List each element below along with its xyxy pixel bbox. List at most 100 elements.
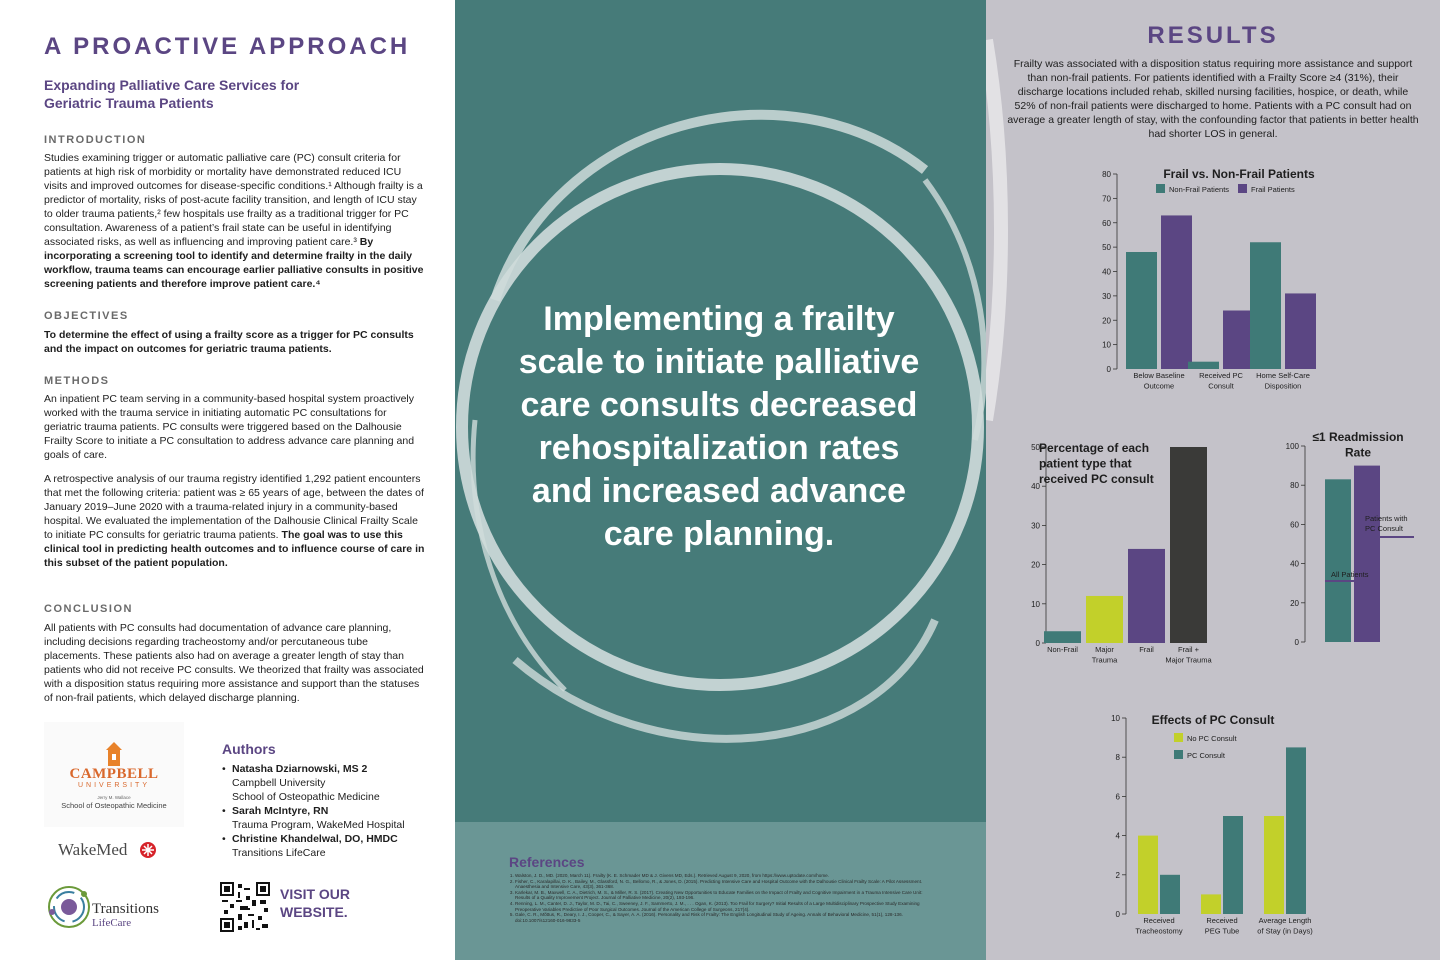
x-tick-label: Trauma	[1092, 656, 1118, 665]
visit-website-link[interactable]: VISIT OUR WEBSITE.	[280, 886, 351, 920]
y-tick-label: 60	[1102, 219, 1111, 228]
y-tick-label: 10	[1111, 714, 1120, 723]
x-tick-label: Outcome	[1144, 382, 1174, 391]
bar-label: Patients with	[1365, 514, 1408, 523]
transitions-lifecare-logo: Transitions LifeCare	[44, 882, 174, 932]
objectives-heading: OBJECTIVES	[44, 310, 129, 322]
reference-item: Fisher, C., Karalapillai, D. K., Bailey,…	[515, 879, 935, 890]
reference-item: Gale, C. R., Mõttus, R., Deary, I. J., C…	[515, 912, 935, 923]
bar	[1188, 361, 1219, 369]
headline-text: Implementing a frailty scale to initiate…	[518, 300, 920, 553]
authors-heading: Authors	[222, 741, 276, 757]
y-tick-label: 60	[1290, 520, 1299, 529]
y-tick-label: 30	[1102, 292, 1111, 301]
bar	[1264, 816, 1284, 914]
y-tick-label: 50	[1031, 443, 1040, 452]
bar	[1044, 631, 1081, 643]
y-tick-label: 20	[1102, 316, 1111, 325]
y-tick-label: 4	[1116, 832, 1121, 841]
references-heading: References	[509, 854, 585, 870]
wakemed-star-icon	[140, 842, 156, 858]
bar	[1086, 595, 1123, 643]
x-tick-label: Major	[1095, 645, 1114, 654]
references-list: Walston, J. D., MD. (2020, March 11). Fr…	[507, 873, 935, 923]
legend-label: No PC Consult	[1187, 734, 1238, 743]
y-tick-label: 50	[1102, 243, 1111, 252]
results-heading: RESULTS	[1147, 22, 1279, 49]
bar-label: All Patients	[1331, 570, 1369, 579]
bar	[1128, 548, 1165, 643]
campbell-jerry: Jerry M. Wallace	[97, 795, 131, 800]
y-tick-label: 40	[1102, 268, 1111, 277]
legend-swatch	[1174, 750, 1183, 759]
poster-subtitle: Expanding Palliative Care Services for G…	[44, 77, 300, 111]
methods-text-2: A retrospective analysis of our trauma r…	[44, 473, 425, 569]
transitions-text: Transitions	[92, 901, 159, 917]
chart-title: Percentage of each	[1039, 441, 1149, 455]
author-entry: • Christine Khandelwal, DO, HMDC Transiti…	[222, 833, 398, 859]
campbell-university-logo: CAMPBELL UNIVERSITY Jerry M. Wallace Sch…	[44, 722, 184, 827]
legend-swatch	[1238, 184, 1247, 193]
reference-item: Walston, J. D., MD. (2020, March 11). Fr…	[515, 873, 935, 879]
bar	[1223, 310, 1254, 369]
legend-swatch	[1156, 184, 1165, 193]
introduction-text: Studies examining trigger or automatic p…	[44, 152, 424, 290]
x-tick-label: Tracheostomy	[1135, 927, 1182, 936]
y-tick-label: 0	[1036, 639, 1041, 648]
x-tick-label: Consult	[1208, 382, 1234, 391]
y-tick-label: 0	[1107, 365, 1112, 374]
chart-title: patient type that	[1039, 457, 1132, 471]
x-tick-label: Home Self-Care	[1256, 371, 1310, 380]
x-tick-label: Non-Frail	[1047, 645, 1078, 654]
bar	[1325, 479, 1351, 642]
y-tick-label: 10	[1031, 600, 1040, 609]
bar-label: PC Consult	[1365, 524, 1404, 533]
y-tick-label: 8	[1116, 753, 1121, 762]
legend-label: Frail Patients	[1251, 185, 1295, 194]
bar	[1285, 293, 1316, 369]
qr-code-icon[interactable]	[220, 882, 270, 932]
bar	[1126, 252, 1157, 369]
conclusion-text: All patients with PC consults had docume…	[44, 622, 424, 704]
bar	[1354, 465, 1380, 642]
wakemed-logo: WakeMed	[58, 840, 168, 862]
bar	[1170, 447, 1207, 643]
lifecare-text: LifeCare	[92, 917, 132, 929]
x-tick-label: PEG Tube	[1205, 927, 1240, 936]
campbell-school: School of Osteopathic Medicine	[61, 801, 167, 810]
y-tick-label: 80	[1290, 481, 1299, 490]
y-tick-label: 40	[1290, 560, 1299, 569]
bar	[1138, 835, 1158, 914]
bar	[1223, 816, 1243, 914]
objectives-text: To determine the effect of using a frail…	[44, 329, 414, 355]
reference-item: Karlekar, M. B., Maxwell, C. A., Dietric…	[515, 890, 935, 901]
legend-swatch	[1174, 733, 1183, 742]
y-tick-label: 20	[1031, 561, 1040, 570]
legend-label: PC Consult	[1187, 751, 1226, 760]
x-tick-label: Below Baseline	[1133, 371, 1184, 380]
x-tick-label: Major Trauma	[1165, 656, 1212, 665]
x-tick-label: Received	[1143, 916, 1174, 925]
y-tick-label: 10	[1102, 341, 1111, 350]
y-tick-label: 30	[1031, 521, 1040, 530]
reference-item: Renning, L. M., Canter, D. J., Taylor, M…	[515, 901, 935, 912]
right-panel: RESULTS Frailty was associated with a di…	[986, 0, 1440, 960]
y-tick-label: 40	[1031, 482, 1040, 491]
y-tick-label: 2	[1116, 871, 1121, 880]
x-tick-label: of Stay (in Days)	[1257, 927, 1313, 936]
bar	[1161, 215, 1192, 369]
y-tick-label: 80	[1102, 170, 1111, 179]
bar	[1160, 874, 1180, 914]
author-entry: • Sarah McIntyre, RN Trauma Program, Wake…	[222, 805, 405, 831]
bar	[1286, 747, 1306, 914]
x-tick-label: Received	[1206, 916, 1237, 925]
y-tick-label: 70	[1102, 194, 1111, 203]
chart-title: received PC consult	[1039, 472, 1154, 486]
campbell-tower-icon	[106, 742, 122, 766]
x-tick-label: Received PC	[1199, 371, 1243, 380]
chart-title: ≤1 Readmission	[1312, 430, 1403, 444]
bar	[1250, 242, 1281, 369]
x-tick-label: Average Length	[1259, 916, 1312, 925]
methods-text-1: An inpatient PC team serving in a commun…	[44, 393, 415, 461]
